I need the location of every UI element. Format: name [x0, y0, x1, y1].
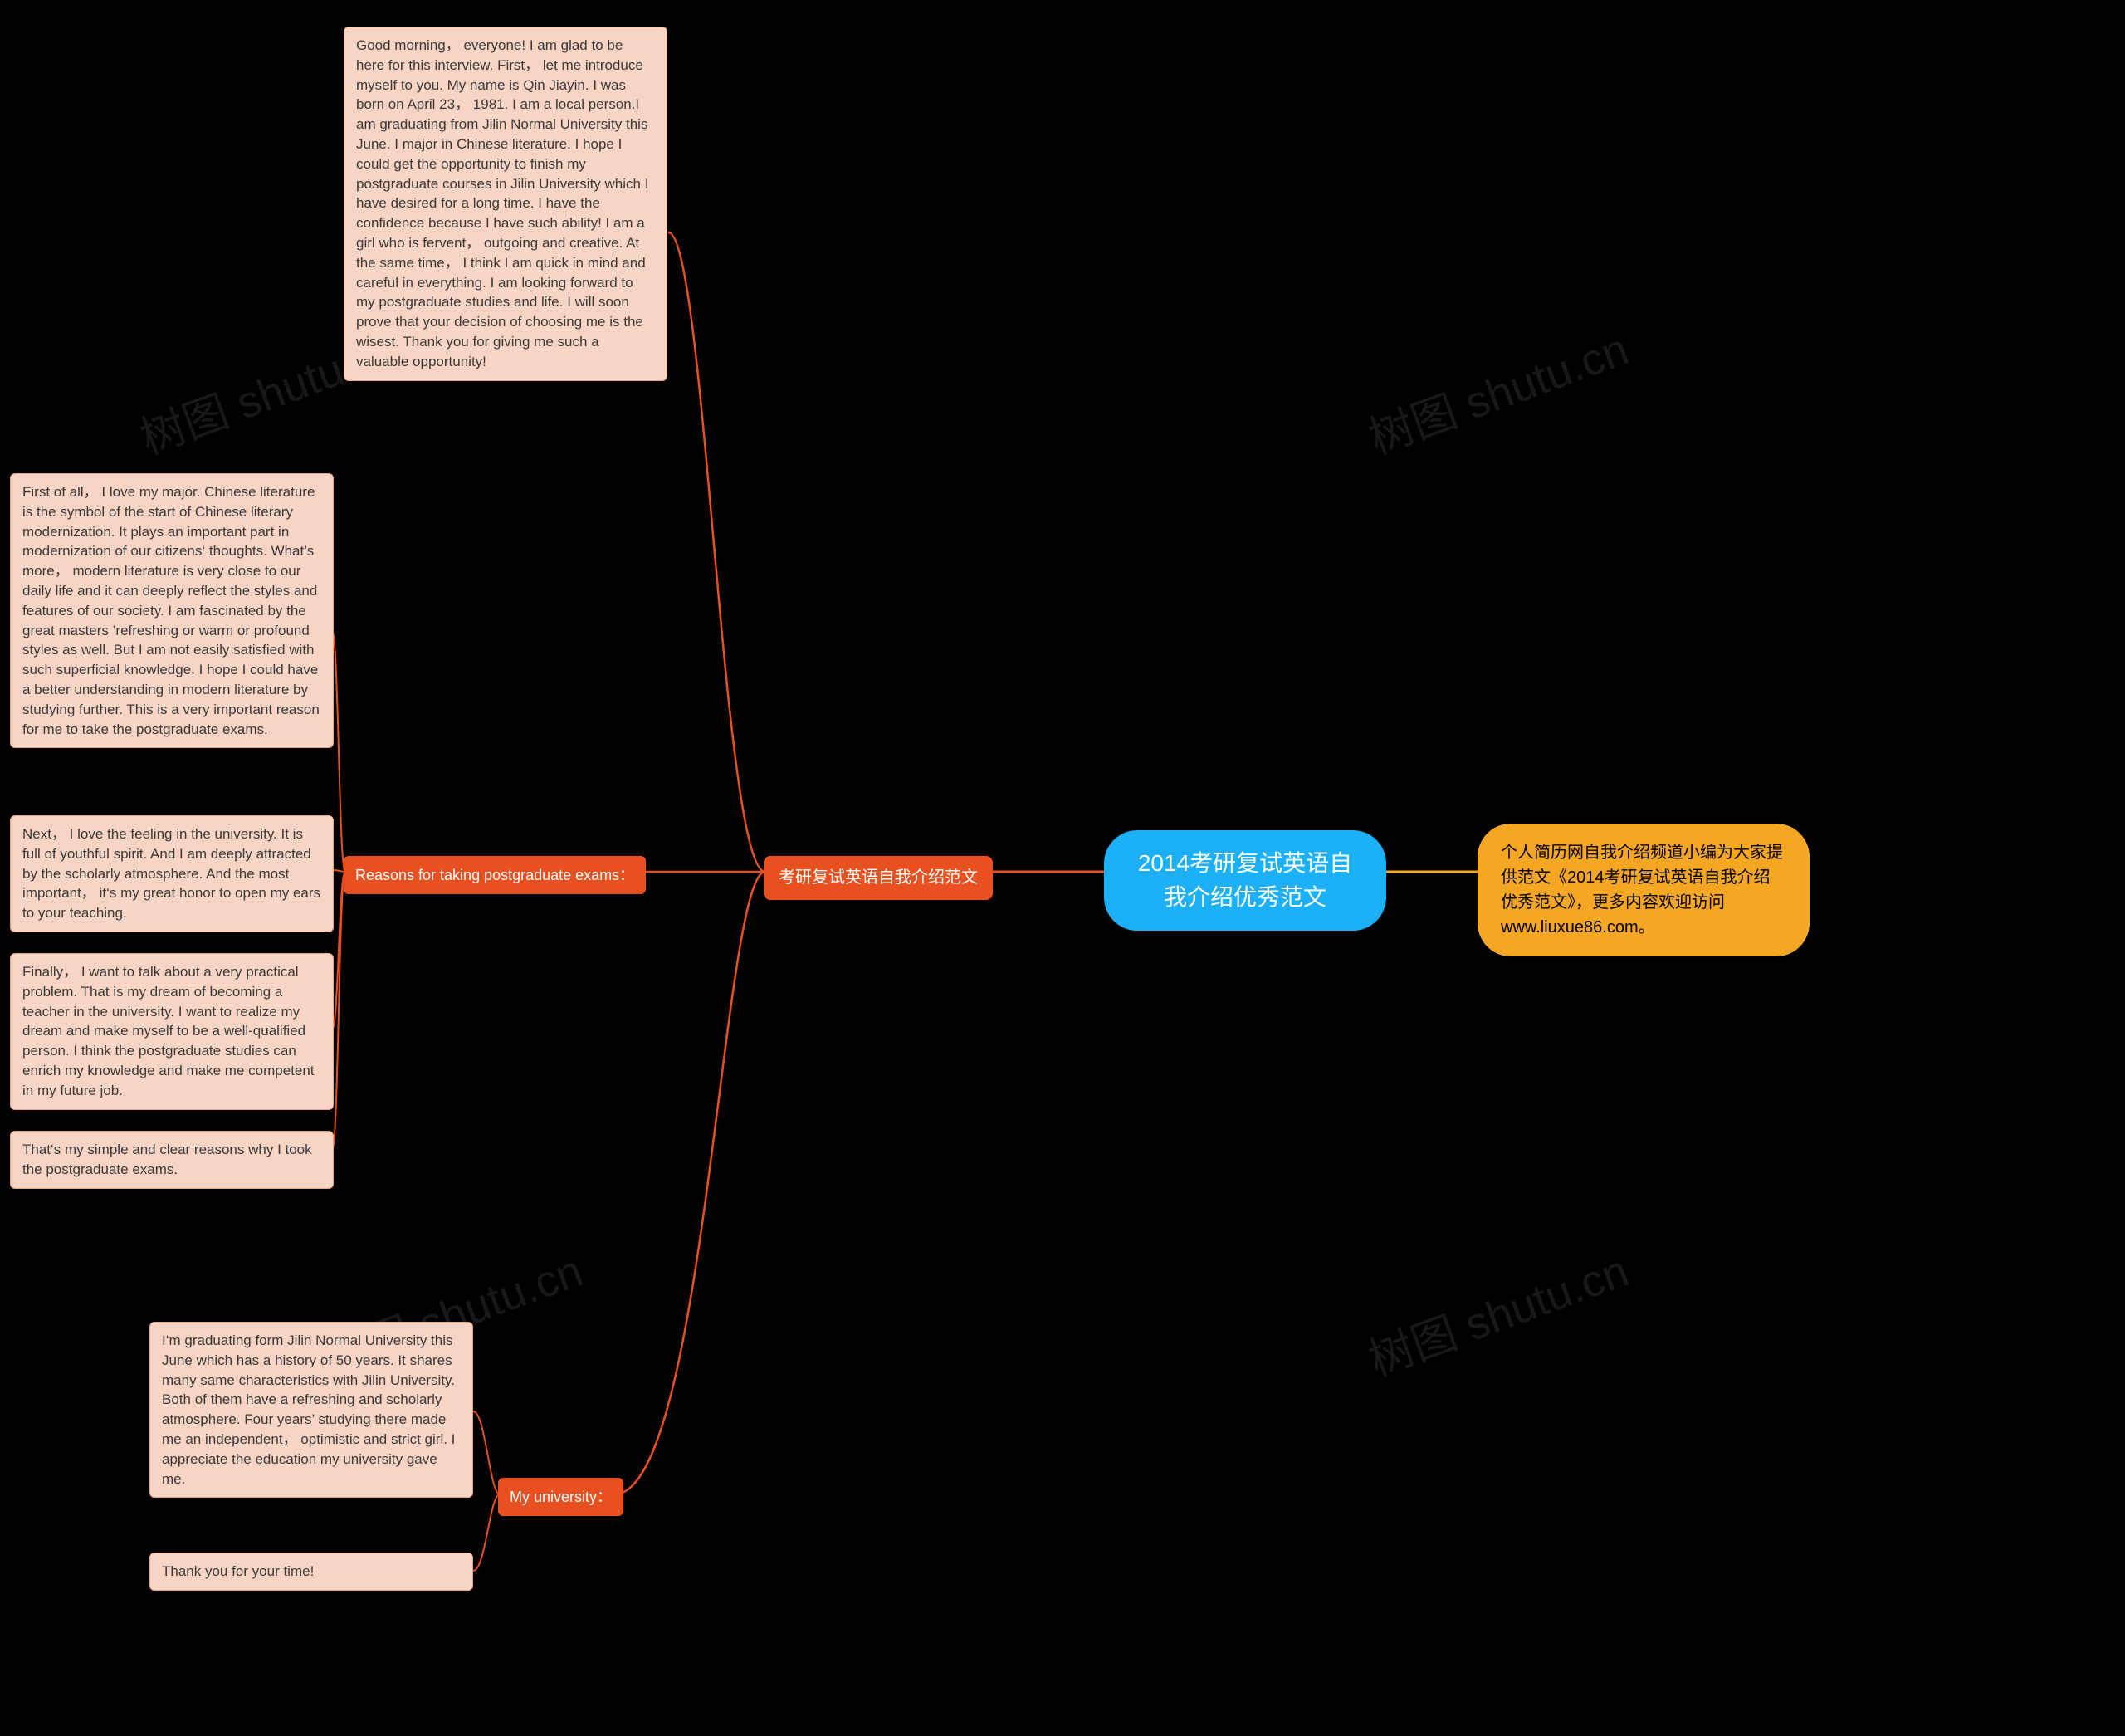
reasons-label: Reasons for taking postgraduate exams：	[344, 856, 646, 894]
center-title: 2014考研复试英语自我介绍优秀范文	[1104, 830, 1386, 931]
university-item: Thank you for your time!	[149, 1553, 473, 1591]
watermark: 树图 shutu.cn	[1358, 312, 1635, 467]
intro-leaf: Good morning， everyone! I am glad to be …	[344, 27, 667, 381]
summary-pill: 个人简历网自我介绍频道小编为大家提供范文《2014考研复试英语自我介绍优秀范文》…	[1478, 824, 1810, 956]
left-hub: 考研复试英语自我介绍范文	[764, 856, 993, 900]
university-label: My university：	[498, 1478, 623, 1516]
reason-item: That‘s my simple and clear reasons why I…	[10, 1131, 334, 1189]
reason-item: First of all， I love my major. Chinese l…	[10, 473, 334, 748]
watermark: 树图 shutu.cn	[1358, 1234, 1635, 1388]
reason-item: Next， I love the feeling in the universi…	[10, 815, 334, 932]
reason-item: Finally， I want to talk about a very pra…	[10, 953, 334, 1110]
university-item: I‘m graduating form Jilin Normal Univers…	[149, 1322, 473, 1498]
